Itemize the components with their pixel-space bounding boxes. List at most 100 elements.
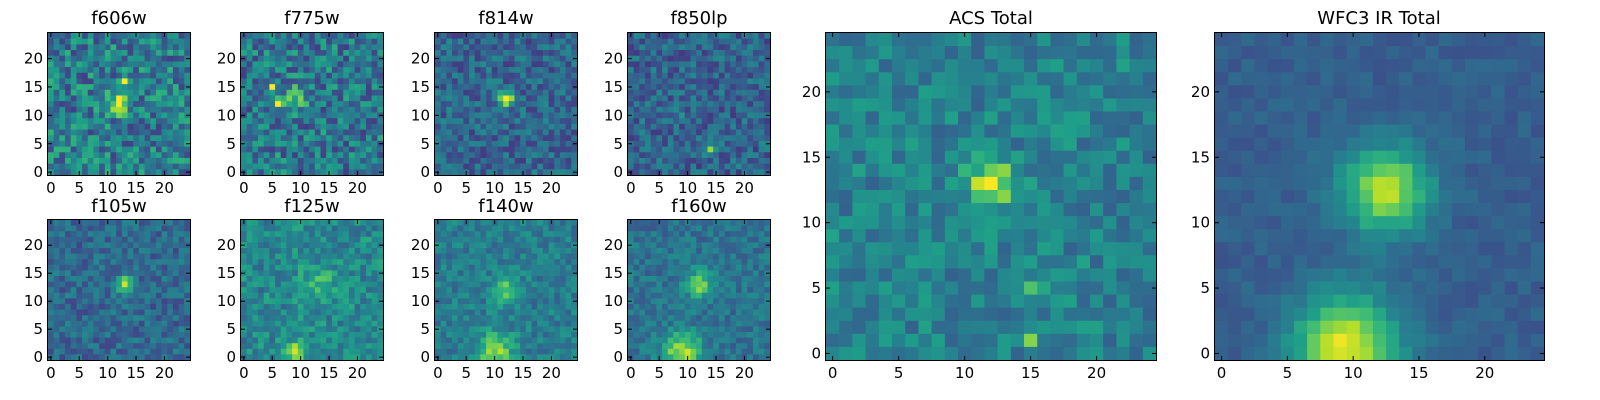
heatmap-cell: [565, 146, 572, 153]
heatmap-cell: [435, 38, 442, 45]
heatmap-cell: [99, 157, 106, 165]
heatmap-cell: [286, 95, 293, 102]
heatmap-cell: [474, 276, 481, 282]
heatmap-cell: [292, 304, 299, 310]
heatmap-cell: [696, 44, 703, 51]
heatmap-cell: [150, 140, 157, 147]
heatmap-cell: [554, 220, 561, 226]
axes-frame: [434, 32, 578, 176]
heatmap-cell: [690, 95, 697, 102]
heatmap-cell: [452, 55, 459, 62]
heatmap-cell: [150, 225, 157, 232]
heatmap-cell: [892, 268, 906, 282]
heatmap-cell: [503, 231, 510, 238]
heatmap-cell: [639, 118, 646, 125]
heatmap-cell: [53, 38, 60, 45]
heatmap-cell: [531, 50, 538, 57]
heatmap-cell: [263, 287, 270, 294]
heatmap-cell: [463, 157, 470, 165]
heatmap-cell: [865, 281, 880, 295]
heatmap-cell: [326, 253, 333, 260]
heatmap-cell: [178, 38, 185, 45]
heatmap-cell: [314, 169, 321, 176]
heatmap-cell: [365, 50, 373, 57]
heatmap-cell: [656, 157, 663, 165]
heatmap-cell: [161, 253, 168, 260]
heatmap-cell: [457, 292, 464, 299]
heatmap-cell: [297, 135, 304, 142]
heatmap-cell: [764, 72, 771, 79]
heatmap-cell: [452, 44, 459, 51]
heatmap-cell: [525, 118, 532, 125]
heatmap-cell: [303, 33, 310, 40]
heatmap-cell: [155, 61, 162, 68]
heatmap-cell: [520, 253, 527, 260]
heatmap-cell: [303, 163, 310, 170]
heatmap-cell: [735, 163, 742, 170]
heatmap-cell: [684, 135, 691, 142]
heatmap-cell: [110, 292, 117, 299]
heatmap-cell: [133, 326, 140, 333]
heatmap-cell: [116, 332, 123, 338]
heatmap-cell: [87, 146, 94, 153]
heatmap-cell: [696, 33, 703, 40]
heatmap-cell: [263, 348, 270, 355]
heatmap-cell: [892, 216, 906, 230]
heatmap-cell: [110, 112, 117, 119]
heatmap-cell: [724, 61, 731, 68]
heatmap-cell: [1024, 137, 1038, 152]
heatmap-cell: [1103, 268, 1117, 282]
heatmap-cell: [343, 61, 350, 68]
heatmap-cell: [1142, 216, 1157, 230]
heatmap-cell: [469, 220, 476, 226]
heatmap-cell: [337, 140, 344, 147]
heatmap-cell: [138, 146, 145, 153]
heatmap-cell: [645, 106, 652, 113]
heatmap-cell: [752, 129, 760, 136]
heatmap-cell: [76, 236, 83, 243]
heatmap-cell: [286, 135, 293, 142]
heatmap-cell: [93, 169, 100, 176]
heatmap-cell: [752, 84, 760, 91]
heatmap-cell: [127, 270, 134, 277]
heatmap-cell: [53, 89, 60, 96]
heatmap-cell: [275, 236, 282, 243]
heatmap-cell: [144, 129, 151, 136]
heatmap-cell: [326, 106, 333, 113]
y-tick-label: 0: [613, 163, 623, 181]
heatmap-cell: [110, 33, 117, 40]
heatmap-cell: [53, 264, 60, 271]
heatmap-cell: [457, 270, 464, 277]
heatmap-cell: [59, 44, 66, 51]
heatmap-cell: [377, 309, 384, 316]
heatmap-cell: [542, 248, 549, 254]
heatmap-cell: [82, 309, 89, 316]
heatmap-cell: [138, 348, 145, 355]
heatmap-cell: [348, 55, 355, 62]
heatmap-cell: [741, 67, 748, 74]
heatmap-cell: [508, 106, 515, 113]
heatmap-cell: [121, 320, 128, 327]
heatmap-cell: [314, 292, 321, 299]
heatmap-cell: [1076, 124, 1091, 139]
heatmap-cell: [747, 44, 754, 51]
heatmap-cell: [542, 55, 549, 62]
heatmap-cell: [554, 157, 561, 165]
heatmap-cell: [116, 220, 123, 226]
heatmap-cell: [497, 84, 504, 91]
y-tick-label: 0: [33, 348, 43, 366]
heatmap-cell: [497, 55, 504, 62]
heatmap-cell: [503, 298, 510, 305]
heatmap-cell: [59, 84, 66, 91]
heatmap-cell: [457, 72, 464, 79]
heatmap-cell: [701, 78, 708, 85]
heatmap-cell: [127, 354, 134, 361]
heatmap-cell: [554, 129, 561, 136]
heatmap-cell: [65, 281, 72, 288]
heatmap-cell: [735, 157, 742, 165]
heatmap-cell: [752, 140, 760, 147]
heatmap-cell: [297, 61, 304, 68]
heatmap-cell: [531, 264, 538, 271]
heatmap-cell: [348, 343, 355, 350]
